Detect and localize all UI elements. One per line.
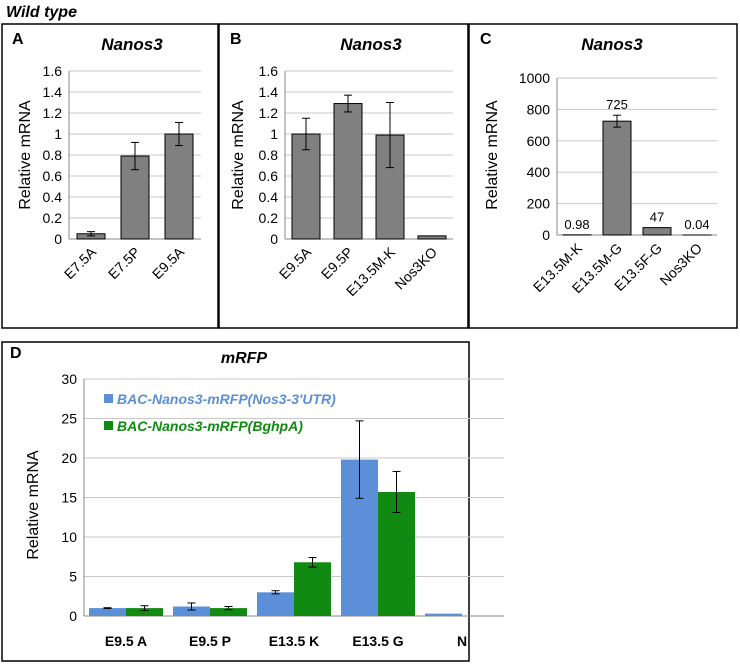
data-label: 0.98 [564, 217, 589, 232]
x-tick-label: E9.5 P [189, 633, 231, 649]
x-tick-label: E9.5P [318, 244, 356, 282]
chart-title: Nanos3 [340, 35, 402, 54]
data-label: 47 [650, 210, 664, 225]
bar [333, 103, 363, 240]
y-tick-label: 0 [69, 608, 77, 624]
x-tick-label: E13.5 G [352, 633, 403, 649]
x-tick-label: E7.5P [105, 244, 143, 282]
y-tick-label: 10 [61, 529, 77, 545]
bar [417, 235, 447, 240]
bar [602, 120, 632, 236]
y-tick-label: 1.2 [43, 105, 63, 121]
y-tick-label: 0.2 [43, 210, 63, 226]
y-tick-label: 5 [69, 569, 77, 585]
panel-letter: B [230, 31, 242, 48]
y-tick-label: 0.6 [43, 168, 63, 184]
y-tick-label: 0.4 [43, 189, 63, 205]
y-tick-label: 1.6 [259, 63, 279, 79]
panel-letter: A [12, 31, 24, 48]
y-tick-label: 200 [527, 196, 551, 212]
y-tick-label: 0.2 [259, 210, 279, 226]
y-tick-label: 1 [270, 126, 278, 142]
y-axis-label: Relative mRNA [25, 450, 42, 560]
legend-swatch [104, 394, 113, 403]
y-tick-label: 600 [527, 133, 551, 149]
y-tick-label: 1.4 [43, 84, 63, 100]
bar [642, 227, 672, 236]
x-tick-label: Nos3KO [391, 244, 440, 293]
legend-label: BAC-Nanos3-mRFP(Nos3-3'UTR) [117, 391, 336, 407]
y-tick-label: 1.6 [43, 63, 63, 79]
y-tick-label: 30 [61, 371, 77, 387]
panel-frame [218, 23, 469, 329]
y-tick-label: 0.4 [259, 189, 279, 205]
bar-series-2 [210, 608, 247, 616]
data-label: 725 [606, 97, 628, 112]
figure-title: Wild type [6, 4, 77, 21]
bar-series-1 [425, 613, 462, 616]
y-tick-label: 0.6 [259, 168, 279, 184]
y-axis-label: Relative mRNA [230, 100, 247, 210]
chart-title: Nanos3 [581, 35, 643, 54]
bar-series-2 [126, 608, 163, 616]
panel-frame [1, 23, 219, 329]
y-tick-label: 1 [54, 126, 62, 142]
panel-b: B Nanos3 Relative mRNA 0 0.2 0.4 0.6 0.8 1 1.2 1.4… [218, 23, 469, 329]
chart-title: Nanos3 [101, 35, 163, 54]
bar-series-1 [257, 592, 294, 616]
data-label: 0.04 [684, 217, 709, 232]
panel-letter: C [480, 31, 492, 48]
y-tick-label: 25 [61, 411, 77, 427]
x-tick-label: E13.5 K [269, 633, 320, 649]
x-tick-label: N [457, 633, 467, 649]
y-tick-label: 800 [527, 101, 551, 117]
y-tick-label: 0.8 [43, 147, 63, 163]
bar [164, 133, 194, 240]
x-tick-label: E9.5 A [105, 633, 147, 649]
y-tick-label: 400 [527, 164, 551, 180]
legend-label: BAC-Nanos3-mRFP(BghpA) [117, 418, 303, 434]
panel-letter: D [10, 345, 22, 362]
y-tick-label: 0 [270, 231, 278, 247]
y-tick-label: 0 [542, 227, 550, 243]
y-axis-label: Relative mRNA [484, 100, 501, 210]
bar-series-2 [294, 562, 331, 616]
y-tick-label: 1.4 [259, 84, 279, 100]
panels: A Nanos3 Relative mRNA 0 0.2 0.4 0.6 0.8 1 1.2 1.4… [1, 23, 738, 662]
y-axis-label: Relative mRNA [17, 100, 34, 210]
y-tick-label: 1000 [519, 70, 550, 86]
panel-a: A Nanos3 Relative mRNA 0 0.2 0.4 0.6 0.8 1 1.2 1.4… [1, 23, 219, 329]
y-tick-label: 1.2 [259, 105, 279, 121]
panel-frame [468, 23, 738, 329]
y-tick-label: 0 [54, 231, 62, 247]
bar [291, 133, 321, 240]
bar-series-1 [89, 608, 126, 616]
y-tick-label: 0.8 [259, 147, 279, 163]
x-tick-label: Nos3KO [656, 240, 705, 289]
bar [120, 155, 150, 240]
chart-title: mRFP [221, 350, 268, 367]
legend-swatch [104, 421, 113, 430]
x-tick-label: E7.5A [61, 243, 100, 282]
bar-series-1 [173, 606, 210, 616]
x-tick-label: E9.5A [276, 243, 315, 282]
panel-frame [1, 341, 470, 662]
y-tick-label: 20 [61, 450, 77, 466]
panel-c: C Nanos3 Relative mRNA 0 200 400 600 800 1000 0.9… [468, 23, 738, 329]
y-tick-label: 15 [61, 490, 77, 506]
x-tick-label: E9.5A [149, 243, 188, 282]
